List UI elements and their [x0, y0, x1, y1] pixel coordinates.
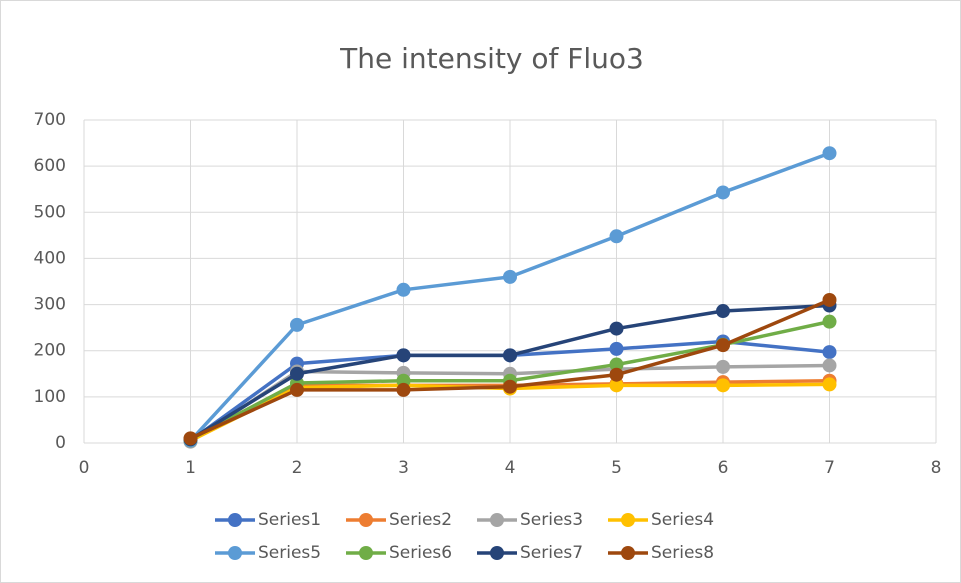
series-marker	[822, 358, 837, 373]
chart-title: The intensity of Fluo3	[339, 42, 644, 75]
legend-label: Series8	[651, 543, 714, 563]
x-tick-label: 3	[398, 458, 409, 478]
series-marker	[396, 382, 411, 397]
legend-marker	[359, 546, 373, 560]
x-tick-label: 6	[718, 458, 729, 478]
legend-label: Series6	[389, 543, 452, 563]
legend-label: Series4	[651, 510, 714, 530]
series-marker	[822, 292, 837, 307]
x-tick-label: 7	[824, 458, 835, 478]
legend-marker	[228, 513, 242, 527]
series-marker	[290, 382, 304, 397]
series-marker	[822, 377, 837, 392]
y-tick-label: 400	[34, 248, 66, 268]
series-marker	[503, 379, 517, 394]
series-marker	[503, 269, 517, 284]
series-marker	[609, 367, 624, 382]
series-marker	[716, 304, 730, 319]
legend-marker	[621, 546, 635, 560]
x-tick-label: 8	[931, 458, 942, 478]
y-tick-label: 500	[34, 202, 66, 222]
series-marker	[822, 314, 837, 329]
x-tick-label: 5	[611, 458, 622, 478]
x-tick-label: 2	[292, 458, 303, 478]
legend-marker	[490, 513, 504, 527]
x-tick-label: 0	[79, 458, 90, 478]
series-marker	[822, 345, 837, 360]
series-marker	[609, 341, 624, 356]
series-marker	[396, 348, 411, 363]
legend-label: Series2	[389, 510, 452, 530]
series-marker	[290, 317, 304, 332]
series-marker	[609, 357, 624, 372]
y-tick-label: 200	[34, 341, 66, 361]
legend-marker	[490, 546, 504, 560]
legend-label: Series5	[258, 543, 321, 563]
series-marker	[396, 282, 411, 297]
series-marker	[716, 378, 730, 393]
x-tick-label: 1	[185, 458, 196, 478]
x-tick-label: 4	[505, 458, 516, 478]
series-marker	[822, 146, 837, 161]
series-marker	[609, 378, 624, 393]
y-tick-label: 300	[34, 295, 66, 315]
y-tick-label: 0	[55, 433, 66, 453]
series-marker	[290, 366, 304, 381]
y-tick-label: 700	[34, 110, 66, 130]
series-marker	[183, 431, 198, 446]
legend-label: Series7	[520, 543, 583, 563]
y-tick-label: 100	[34, 387, 66, 407]
legend-marker	[228, 546, 242, 560]
legend-marker	[621, 513, 635, 527]
series-marker	[609, 229, 624, 244]
series-marker	[609, 321, 624, 336]
legend-label: Series3	[520, 510, 583, 530]
series-marker	[503, 348, 517, 363]
series-marker	[716, 185, 730, 200]
series-marker	[716, 338, 730, 353]
legend-label: Series1	[258, 510, 321, 530]
legend-marker	[359, 513, 373, 527]
series-marker	[716, 359, 730, 374]
y-tick-label: 600	[34, 156, 66, 176]
